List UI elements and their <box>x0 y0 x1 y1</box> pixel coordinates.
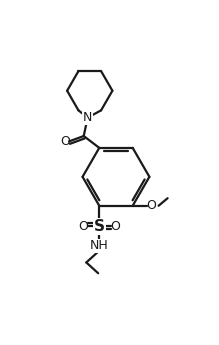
Text: O: O <box>111 220 120 233</box>
Text: N: N <box>83 111 92 124</box>
Text: O: O <box>78 220 88 233</box>
Text: O: O <box>60 135 70 148</box>
Text: O: O <box>146 199 156 212</box>
Text: S: S <box>94 219 105 234</box>
Text: NH: NH <box>90 239 109 252</box>
